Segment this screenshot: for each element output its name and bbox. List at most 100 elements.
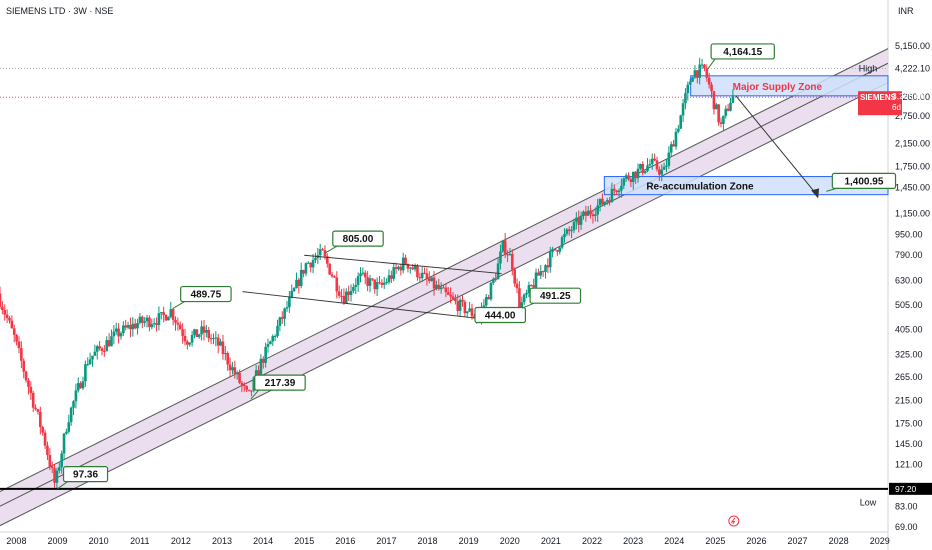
candle-body	[328, 263, 331, 275]
candle-body	[411, 267, 414, 270]
candle-body	[622, 178, 626, 186]
candle-body	[366, 277, 369, 286]
candle-body	[231, 367, 234, 371]
candle-body	[150, 324, 154, 328]
currency-label[interactable]: INR	[898, 6, 914, 16]
candle-body	[340, 295, 343, 297]
candle-body	[641, 164, 645, 173]
candle-body	[691, 77, 694, 82]
candle-body	[221, 341, 225, 355]
candle-body	[95, 346, 99, 352]
candle-body	[461, 299, 464, 302]
candle-body	[288, 297, 291, 308]
x-tick-label: 2015	[294, 536, 314, 546]
candle-body	[672, 144, 675, 147]
time-axis[interactable]: 2008 2009 2010 2011 2012 2013 2014 2015 2016 2017…	[6, 515, 890, 546]
x-tick-label: 2027	[788, 536, 808, 546]
candle-body	[74, 390, 78, 402]
candle-body	[537, 272, 540, 276]
candle-body	[167, 316, 170, 321]
candle-body	[703, 64, 706, 69]
candle-body	[307, 262, 310, 264]
candle-body	[321, 249, 324, 251]
candle-body	[688, 81, 692, 85]
y-tick-label: 505.00	[895, 300, 923, 310]
y-tick-label: 175.00	[895, 418, 923, 428]
candle-body	[525, 292, 528, 295]
candle-body	[627, 175, 630, 180]
candle-body	[418, 277, 422, 279]
candle-body	[484, 297, 488, 306]
candle-body	[375, 282, 379, 290]
candle-body	[273, 336, 277, 338]
candle-body	[631, 171, 635, 183]
candle-body	[3, 310, 7, 315]
zone-label: Re-accumulation Zone	[646, 182, 754, 193]
y-tick-label: 790.00	[895, 250, 923, 260]
candle-body	[427, 278, 431, 281]
candle-body	[503, 240, 507, 255]
annotation-pointer	[521, 302, 535, 309]
x-tick-label: 2019	[459, 536, 479, 546]
x-tick-label: 2022	[582, 536, 602, 546]
candle-body	[337, 291, 341, 296]
candle-body	[724, 108, 728, 116]
candle-body	[8, 317, 11, 321]
candle-body	[612, 188, 616, 191]
annotation-label: 491.25	[540, 291, 571, 302]
candle-body	[617, 190, 621, 193]
candle-body	[193, 329, 196, 336]
candle-body	[1, 306, 4, 311]
candle-body	[69, 407, 73, 423]
candle-body	[473, 316, 476, 318]
candle-body	[205, 330, 208, 333]
candle-body	[76, 383, 80, 391]
candle-body	[359, 273, 362, 277]
candle-body	[292, 288, 296, 292]
channel-line-2	[0, 48, 889, 493]
candle-body	[226, 353, 229, 365]
candle-body	[468, 308, 471, 312]
candle-body	[342, 295, 346, 304]
candle-body	[181, 329, 184, 336]
x-tick-label: 2021	[541, 536, 561, 546]
annotation-label: 489.75	[191, 290, 222, 301]
channel-line-1	[0, 62, 889, 507]
candle-body	[129, 325, 132, 330]
candle-body	[112, 331, 116, 337]
annotation-box	[62, 466, 109, 483]
current-price-tag	[858, 91, 902, 116]
candle-body	[136, 323, 139, 329]
candle-body	[582, 211, 585, 216]
candle-body	[669, 144, 673, 153]
y-tick-label: 325.00	[895, 349, 923, 359]
y-tick-label: 405.00	[895, 325, 923, 335]
candle-body	[183, 335, 187, 342]
candle-body	[655, 160, 659, 170]
candle-body	[43, 432, 47, 446]
candle-body	[586, 210, 590, 216]
candle-body	[55, 470, 59, 483]
candle-body	[591, 214, 595, 217]
candle-body	[522, 294, 526, 303]
candle-body	[385, 282, 388, 284]
candle-body	[155, 323, 158, 325]
candle-body	[527, 285, 531, 293]
candle-body	[513, 269, 516, 284]
annotation-box	[710, 43, 775, 60]
candle-body	[577, 217, 581, 225]
candle-body	[122, 325, 125, 334]
y-tick-label: 265.00	[895, 372, 923, 382]
candle-body	[430, 277, 433, 281]
candle-body	[148, 317, 151, 328]
candle-body	[207, 330, 211, 339]
candle-body	[86, 364, 90, 366]
candle-body	[247, 389, 251, 391]
candle-body	[245, 386, 248, 390]
annotation-box	[529, 287, 582, 304]
price-axis[interactable]: 5,150.00 4,222.10 3,260.00 2,750.00 2,150.00…	[858, 41, 932, 532]
candle-body	[126, 325, 130, 328]
candle-body	[202, 326, 206, 333]
candle-body	[546, 265, 550, 268]
